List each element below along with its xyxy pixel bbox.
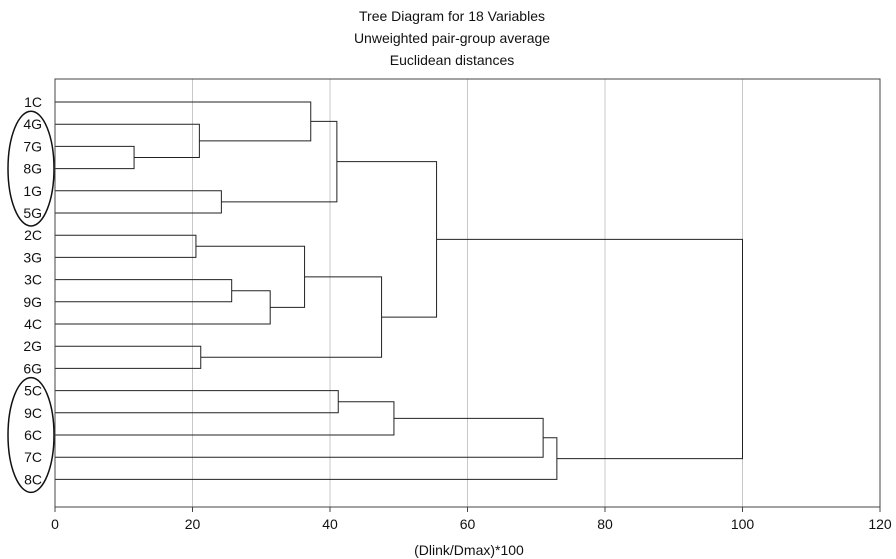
dendrogram-branch: [55, 190, 222, 214]
dendrogram-branch: [55, 401, 395, 436]
leaf-label: 4C: [24, 316, 42, 332]
x-tick-label: 100: [731, 516, 755, 532]
grid-lines: [192, 79, 743, 507]
dendrogram-branch: [436, 238, 743, 460]
dendrogram-branches: [55, 101, 743, 480]
leaf-label: 3G: [23, 249, 42, 265]
leaf-label: 8G: [23, 161, 42, 177]
x-tick-label: 80: [597, 516, 613, 532]
dendrogram-branch: [200, 276, 383, 358]
dendrogram-branch: [55, 390, 339, 414]
group-ellipse: [7, 376, 55, 494]
leaf-label: 8C: [24, 471, 42, 487]
leaf-label: 9G: [23, 294, 42, 310]
leaf-label: 6C: [24, 427, 42, 443]
leaf-label: 1G: [23, 183, 42, 199]
leaf-label: 6G: [23, 360, 42, 376]
dendrogram-branch: [55, 417, 544, 458]
x-axis-ticks: 0 20 40 60 80 100 120: [51, 507, 892, 532]
leaf-label: 7C: [24, 449, 42, 465]
dendrogram-branch: [55, 101, 312, 142]
x-axis-label: (Dlink/Dmax)*100: [414, 542, 524, 558]
dendrogram-branch: [55, 345, 202, 369]
leaf-label: 9C: [24, 405, 42, 421]
chart-title: Tree Diagram for 18 Variables: [359, 8, 545, 24]
chart-subtitle-method: Unweighted pair-group average: [354, 30, 550, 46]
leaf-label: 2C: [24, 227, 42, 243]
dendrogram-branch: [336, 161, 438, 318]
leaf-label: 2G: [23, 338, 42, 354]
leaf-label: 5G: [23, 205, 42, 221]
dendrogram-branch: [55, 290, 271, 325]
dendrogram-branch: [55, 234, 197, 258]
dendrogram-branch: [55, 279, 233, 303]
chart-subtitle-distance: Euclidean distances: [390, 52, 515, 68]
dendrogram-branch: [55, 145, 135, 170]
x-tick-label: 60: [460, 516, 476, 532]
x-tick-label: 0: [51, 516, 59, 532]
leaf-label: 1C: [24, 94, 42, 110]
leaf-label: 7G: [23, 138, 42, 154]
leaf-labels: 1C 4G 7G 8G 1G 5G 2C 3G 3C 9G 4C 2G 6G 5C 9C 6C 7C 8C: [23, 94, 42, 487]
group-ellipse: [7, 110, 55, 227]
x-tick-label: 20: [185, 516, 201, 532]
x-tick-label: 120: [868, 516, 892, 532]
leaf-label: 3C: [24, 272, 42, 288]
dendrogram-branch: [195, 245, 306, 308]
x-tick-label: 40: [322, 516, 338, 532]
dendrogram-branch: [55, 123, 200, 158]
leaf-label: 4G: [23, 116, 42, 132]
group-ellipses: [7, 110, 55, 494]
dendrogram-branch: [55, 437, 558, 480]
dendrogram-branch: [221, 120, 338, 203]
leaf-label: 5C: [24, 383, 42, 399]
